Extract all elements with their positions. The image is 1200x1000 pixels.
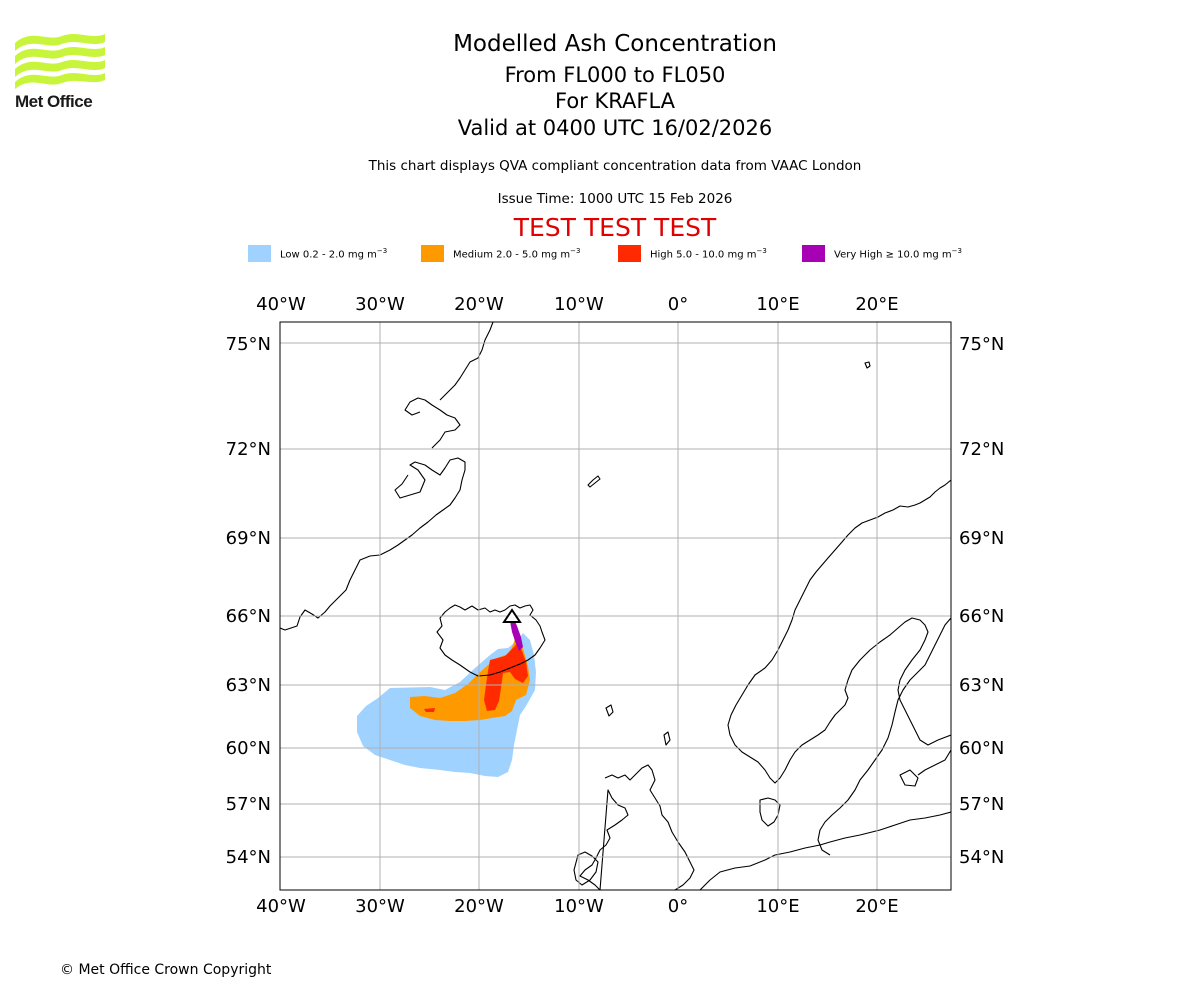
- faroe-coastline: [605, 704, 614, 717]
- lat-label: 54°N: [959, 847, 1004, 868]
- britain-coastline: [579, 764, 695, 890]
- lat-label: 69°N: [959, 528, 1004, 549]
- ash-area-high: [484, 640, 528, 711]
- lon-label: 10°W: [554, 896, 604, 917]
- lon-label: 40°W: [256, 896, 306, 917]
- volcano-name: For KRAFLA: [555, 89, 675, 113]
- lon-label: 40°W: [256, 294, 306, 315]
- legend-label-medium: Medium 2.0 - 5.0 mg m−3: [453, 247, 581, 261]
- logo-text: Met Office: [15, 92, 93, 111]
- lon-label: 30°W: [355, 896, 405, 917]
- lat-label: 66°N: [226, 606, 271, 627]
- legend-swatch-medium: [421, 245, 444, 262]
- greenland-coastline: [280, 322, 494, 631]
- ash-area-very-high: [510, 619, 523, 651]
- sweden-finland-coastline: [817, 617, 951, 856]
- gridlines: [280, 322, 951, 890]
- lon-label: 20°E: [855, 294, 898, 315]
- copyright-notice: © Met Office Crown Copyright: [60, 962, 272, 978]
- ash-area-high: [424, 708, 435, 712]
- lat-label: 75°N: [226, 334, 271, 355]
- svalbard-coastline: [864, 361, 871, 369]
- lon-label: 10°E: [756, 896, 799, 917]
- lat-label: 63°N: [226, 675, 271, 696]
- logo-wave: [15, 73, 105, 89]
- valid-time: Valid at 0400 UTC 16/02/2026: [457, 116, 773, 140]
- volcano-triangle-icon: [502, 608, 522, 623]
- lat-label: 57°N: [226, 794, 271, 815]
- legend-label-very-high: Very High ≥ 10.0 mg m−3: [834, 247, 962, 261]
- logo-wave: [15, 47, 105, 64]
- legend-swatch-low: [248, 245, 271, 262]
- legend: Low 0.2 - 2.0 mg m−3 Medium 2.0 - 5.0 mg…: [0, 243, 1200, 265]
- lat-label: 57°N: [959, 794, 1004, 815]
- shetland-coastline: [663, 731, 671, 746]
- level-range: From FL000 to FL050: [504, 63, 726, 87]
- logo-wave: [15, 60, 105, 77]
- lat-label: 69°N: [226, 528, 271, 549]
- lon-label: 0°: [668, 294, 688, 315]
- lat-label: 66°N: [959, 606, 1004, 627]
- chart-description: This chart displays QVA compliant concen…: [368, 158, 862, 174]
- legend-label-high: High 5.0 - 10.0 mg m−3: [650, 247, 767, 261]
- ireland-coastline: [573, 851, 599, 886]
- lon-labels-top: 40°W 30°W 20°W 10°W 0° 10°E 20°E: [256, 294, 898, 315]
- norway-coastline: [727, 479, 951, 784]
- lat-label: 72°N: [226, 439, 271, 460]
- legend-swatch-high: [618, 245, 641, 262]
- lat-label: 63°N: [959, 675, 1004, 696]
- continental-coastline: [699, 811, 951, 890]
- issue-time: Issue Time: 1000 UTC 15 Feb 2026: [497, 191, 733, 207]
- lon-label: 10°E: [756, 294, 799, 315]
- chart-title: Modelled Ash Concentration: [453, 31, 777, 57]
- lat-labels-left: 75°N 72°N 69°N 66°N 63°N 60°N 57°N 54°N: [226, 334, 271, 868]
- lon-labels-bottom: 40°W 30°W 20°W 10°W 0° 10°E 20°E: [256, 896, 898, 917]
- lon-label: 20°W: [454, 294, 504, 315]
- met-office-logo: [15, 34, 105, 89]
- iceland-coastline: [436, 604, 546, 677]
- lat-label: 60°N: [226, 738, 271, 759]
- lon-label: 20°E: [855, 896, 898, 917]
- legend-swatch-very-high: [802, 245, 825, 262]
- jan-mayen-coastline: [587, 475, 601, 488]
- lat-label: 75°N: [959, 334, 1004, 355]
- lon-label: 30°W: [355, 294, 405, 315]
- lon-label: 0°: [668, 896, 688, 917]
- lat-label: 54°N: [226, 847, 271, 868]
- lat-labels-right: 75°N 72°N 69°N 66°N 63°N 60°N 57°N 54°N: [959, 334, 1004, 868]
- legend-label-low: Low 0.2 - 2.0 mg m−3: [280, 247, 388, 261]
- logo-wave: [15, 34, 105, 51]
- lon-label: 10°W: [554, 294, 604, 315]
- lon-label: 20°W: [454, 896, 504, 917]
- lat-label: 72°N: [959, 439, 1004, 460]
- lat-label: 60°N: [959, 738, 1004, 759]
- test-banner: TEST TEST TEST: [513, 213, 717, 242]
- denmark-coastline: [759, 797, 781, 827]
- map-frame: [279, 321, 952, 891]
